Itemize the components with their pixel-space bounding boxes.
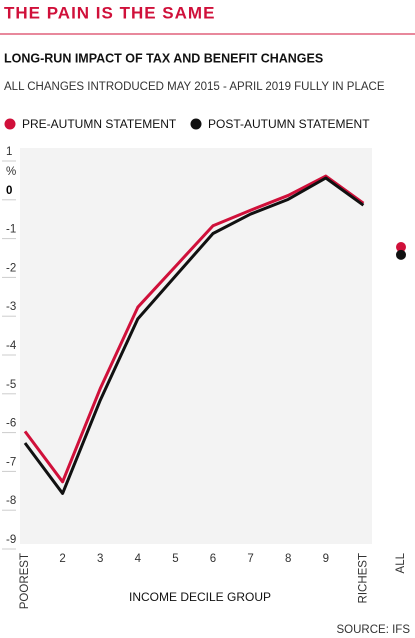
x-tick-label: 3 xyxy=(97,553,103,565)
subtitle: LONG-RUN IMPACT OF TAX AND BENEFIT CHANG… xyxy=(4,51,323,65)
plot-background xyxy=(20,148,372,544)
y-tick-label: -6 xyxy=(6,418,16,430)
legend-label: PRE-AUTUMN STATEMENT xyxy=(22,117,177,131)
legend-swatch xyxy=(4,118,16,130)
x-tick-label: POOREST xyxy=(19,553,31,609)
x-axis-label: INCOME DECILE GROUP xyxy=(129,590,271,604)
y-tick-label: -3 xyxy=(6,301,16,313)
x-tick-label: 7 xyxy=(247,553,253,565)
x-tick-label: 6 xyxy=(210,553,216,565)
x-tick-label: 5 xyxy=(172,553,178,565)
y-tick-label: -5 xyxy=(6,379,16,391)
x-tick-label: ALL xyxy=(395,552,407,573)
x-tick-label: RICHEST xyxy=(357,553,369,603)
series-line xyxy=(23,176,365,495)
x-tick-label: 9 xyxy=(323,553,329,565)
summary-dot xyxy=(396,242,406,253)
y-tick-label: -7 xyxy=(6,456,16,468)
source: SOURCE: IFS xyxy=(337,624,411,636)
series-line xyxy=(23,174,365,484)
note: ALL CHANGES INTRODUCED MAY 2015 - APRIL … xyxy=(4,81,385,93)
y-tick-label: -8 xyxy=(6,495,16,507)
y-tick-label: 0 xyxy=(6,185,12,197)
y-unit: % xyxy=(6,166,16,178)
y-tick-label: 1 xyxy=(6,146,12,158)
y-tick-label: -1 xyxy=(6,224,16,236)
y-tick-label: -2 xyxy=(6,262,16,274)
x-tick-label: 4 xyxy=(135,553,142,565)
legend-swatch xyxy=(190,118,202,130)
summary-dot xyxy=(396,249,406,260)
y-tick-label: -4 xyxy=(6,340,17,352)
x-tick-label: 2 xyxy=(59,553,65,565)
legend-label: POST-AUTUMN STATEMENT xyxy=(208,117,370,131)
chart-title: THE PAIN IS THE SAME xyxy=(4,3,215,22)
x-tick-label: 8 xyxy=(285,553,291,565)
y-tick-label: -9 xyxy=(6,534,16,546)
